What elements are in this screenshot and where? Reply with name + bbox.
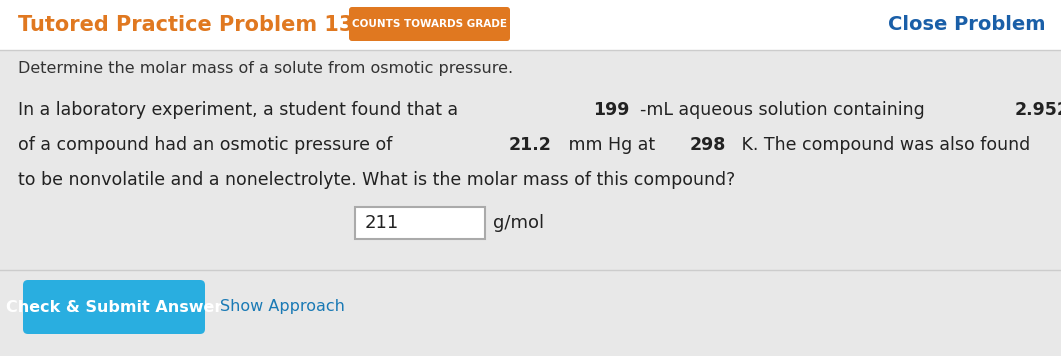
Text: mm Hg at: mm Hg at [563, 136, 661, 154]
Text: K. The compound was also found: K. The compound was also found [736, 136, 1030, 154]
Text: 211: 211 [365, 214, 399, 232]
Text: Show Approach: Show Approach [220, 299, 345, 314]
Text: 2.952: 2.952 [1014, 101, 1061, 119]
Text: -mL aqueous solution containing: -mL aqueous solution containing [640, 101, 930, 119]
Text: Tutored Practice Problem 13.4.3: Tutored Practice Problem 13.4.3 [18, 15, 398, 35]
Text: In a laboratory experiment, a student found that a: In a laboratory experiment, a student fo… [18, 101, 464, 119]
Text: 298: 298 [690, 136, 726, 154]
FancyBboxPatch shape [0, 0, 1061, 50]
Text: g/mol: g/mol [493, 214, 544, 232]
Text: of a compound had an osmotic pressure of: of a compound had an osmotic pressure of [18, 136, 398, 154]
FancyBboxPatch shape [349, 7, 510, 41]
Text: to be nonvolatile and a nonelectrolyte. What is the molar mass of this compound?: to be nonvolatile and a nonelectrolyte. … [18, 171, 735, 189]
Text: Determine the molar mass of a solute from osmotic pressure.: Determine the molar mass of a solute fro… [18, 61, 514, 75]
Text: Close Problem: Close Problem [887, 16, 1045, 35]
Text: COUNTS TOWARDS GRADE: COUNTS TOWARDS GRADE [352, 19, 507, 29]
Text: 21.2: 21.2 [508, 136, 551, 154]
FancyBboxPatch shape [355, 207, 485, 239]
Text: Check & Submit Answer: Check & Submit Answer [5, 299, 222, 314]
Text: 199: 199 [593, 101, 629, 119]
FancyBboxPatch shape [23, 280, 205, 334]
